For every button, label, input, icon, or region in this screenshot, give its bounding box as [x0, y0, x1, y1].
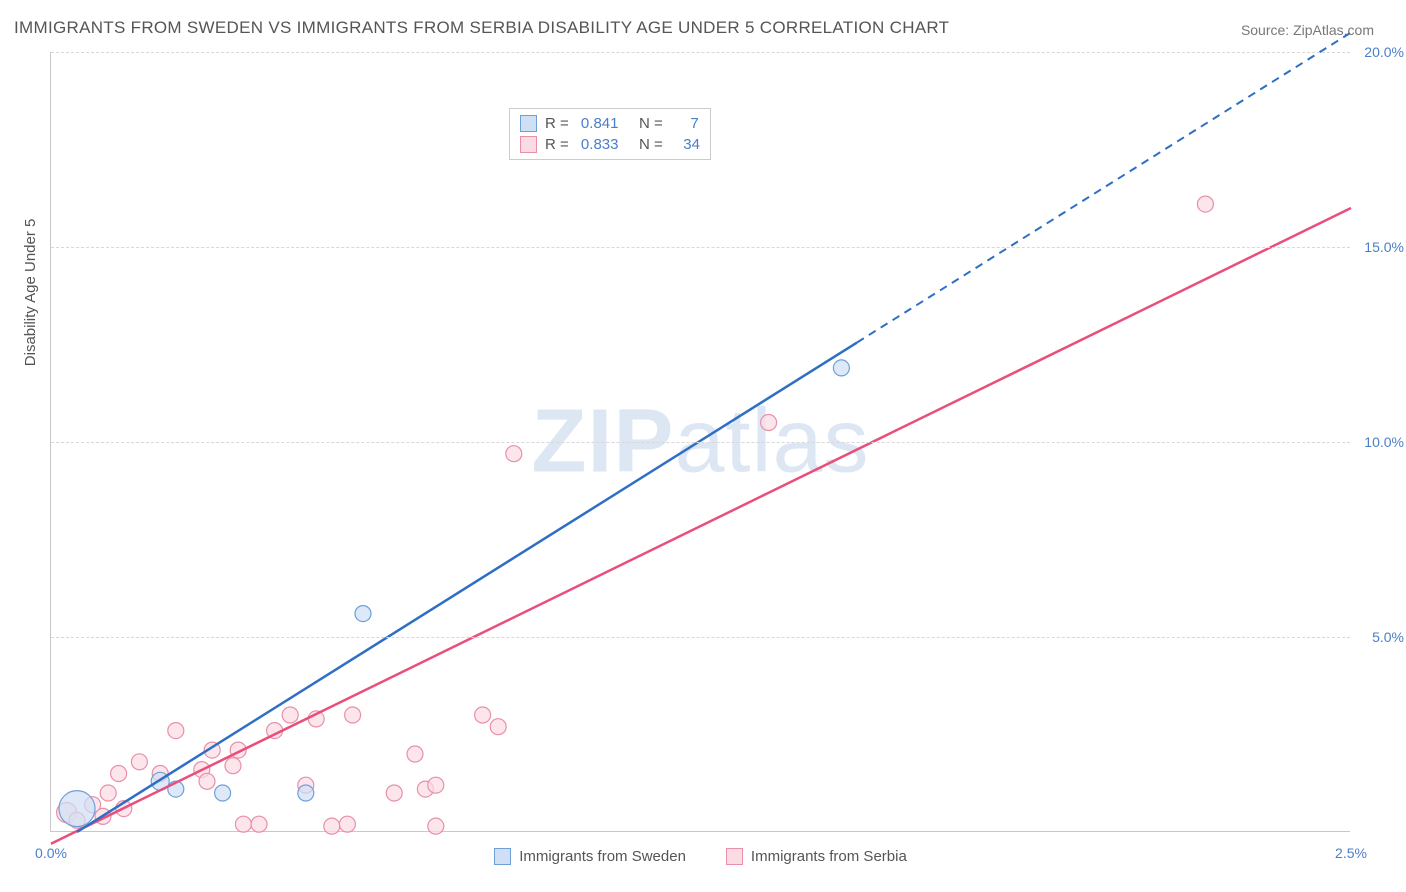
gridline: [51, 52, 1350, 53]
data-point[interactable]: [324, 818, 340, 834]
source-attribution: Source: ZipAtlas.com: [1241, 22, 1374, 38]
legend-swatch: [494, 848, 511, 865]
source-name: ZipAtlas.com: [1293, 22, 1374, 38]
legend-n-label: N =: [626, 115, 662, 132]
data-point[interactable]: [100, 785, 116, 801]
gridline: [51, 247, 1350, 248]
data-point[interactable]: [345, 707, 361, 723]
legend-item[interactable]: Immigrants from Serbia: [726, 848, 907, 865]
data-point[interactable]: [386, 785, 402, 801]
data-point[interactable]: [475, 707, 491, 723]
legend-row: R = 0.833 N = 34: [520, 134, 700, 155]
legend-n-value: 34: [671, 136, 700, 153]
data-point[interactable]: [225, 758, 241, 774]
y-tick-label: 20.0%: [1364, 44, 1404, 60]
legend-n-label: N =: [626, 136, 662, 153]
data-point[interactable]: [298, 785, 314, 801]
data-point[interactable]: [199, 773, 215, 789]
legend-r-value: 0.833: [577, 136, 619, 153]
correlation-legend: R = 0.841 N = 7R = 0.833 N = 34: [509, 108, 711, 160]
data-point[interactable]: [490, 719, 506, 735]
data-point[interactable]: [59, 791, 95, 827]
data-point[interactable]: [111, 766, 127, 782]
data-point[interactable]: [168, 723, 184, 739]
y-tick-label: 5.0%: [1372, 629, 1404, 645]
data-point[interactable]: [355, 606, 371, 622]
gridline: [51, 637, 1350, 638]
legend-item[interactable]: Immigrants from Sweden: [494, 848, 686, 865]
data-point[interactable]: [282, 707, 298, 723]
regression-line: [77, 343, 857, 832]
data-point[interactable]: [215, 785, 231, 801]
y-axis-label: Disability Age Under 5: [22, 219, 39, 367]
chart-title: IMMIGRANTS FROM SWEDEN VS IMMIGRANTS FRO…: [14, 18, 949, 38]
legend-r-label: R =: [545, 115, 569, 132]
data-point[interactable]: [235, 816, 251, 832]
series-legend: Immigrants from Sweden Immigrants from Se…: [51, 848, 1350, 865]
legend-label: Immigrants from Sweden: [519, 848, 686, 865]
legend-row: R = 0.841 N = 7: [520, 113, 700, 134]
data-point[interactable]: [761, 415, 777, 431]
data-point[interactable]: [131, 754, 147, 770]
legend-swatch: [726, 848, 743, 865]
legend-r-label: R =: [545, 136, 569, 153]
legend-label: Immigrants from Serbia: [751, 848, 907, 865]
legend-swatch: [520, 115, 537, 132]
y-tick-label: 10.0%: [1364, 434, 1404, 450]
chart-container: IMMIGRANTS FROM SWEDEN VS IMMIGRANTS FRO…: [0, 0, 1406, 892]
y-tick-label: 15.0%: [1364, 239, 1404, 255]
data-point[interactable]: [1197, 196, 1213, 212]
regression-line-extrapolated: [857, 33, 1351, 343]
regression-line: [51, 208, 1351, 844]
plot-area: ZIPatlas 5.0%10.0%15.0%20.0% 0.0%2.5% R …: [50, 52, 1350, 832]
data-point[interactable]: [339, 816, 355, 832]
source-prefix: Source:: [1241, 22, 1293, 38]
gridline: [51, 442, 1350, 443]
data-point[interactable]: [251, 816, 267, 832]
data-point[interactable]: [833, 360, 849, 376]
data-point[interactable]: [506, 446, 522, 462]
legend-r-value: 0.841: [577, 115, 619, 132]
data-point[interactable]: [428, 777, 444, 793]
data-point[interactable]: [428, 818, 444, 834]
legend-n-value: 7: [671, 115, 699, 132]
data-point[interactable]: [407, 746, 423, 762]
legend-swatch: [520, 136, 537, 153]
